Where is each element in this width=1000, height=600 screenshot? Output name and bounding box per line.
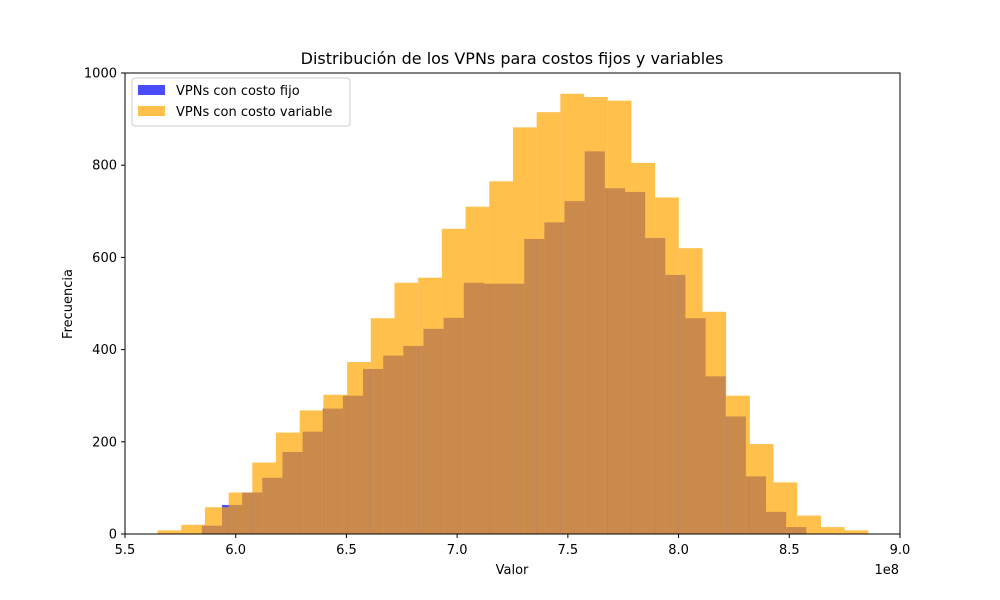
bar <box>536 112 561 534</box>
bar <box>370 318 395 534</box>
legend-box <box>131 77 351 127</box>
bar <box>726 395 750 534</box>
bar <box>584 96 608 535</box>
bar <box>299 410 324 534</box>
bar <box>181 524 205 534</box>
ticks-layer: 5.5 6.0 6.5 7.0 7.5 8.0 8.5 9.0 0 200 400 600 800 100… <box>84 67 910 559</box>
bars-layer <box>157 93 869 535</box>
bar <box>465 206 490 534</box>
bar <box>820 527 845 534</box>
bar <box>157 530 182 534</box>
y-tick-label: 400 <box>92 343 117 358</box>
legend-label-fixed: VPNs con costo fijo <box>176 84 300 99</box>
bar <box>631 162 656 534</box>
bar <box>702 311 727 534</box>
y-tick-label: 1000 <box>84 67 117 82</box>
bar <box>797 515 821 534</box>
bar <box>276 432 300 534</box>
legend-swatch-fixed <box>138 85 165 95</box>
legend-swatch-variable <box>138 106 165 116</box>
x-axis-title: Valor <box>496 563 529 578</box>
bar <box>512 127 537 534</box>
bar <box>655 197 679 534</box>
bar <box>323 394 348 534</box>
x-tick-label: 6.0 <box>225 543 246 558</box>
x-tick-label: 8.5 <box>779 543 800 558</box>
bar <box>204 507 229 534</box>
bar <box>252 462 277 534</box>
bar <box>678 248 703 534</box>
bar <box>418 277 442 534</box>
y-tick-label: 600 <box>92 251 117 266</box>
y-axis-title: Frecuencia <box>61 269 76 339</box>
bar <box>844 530 869 534</box>
plot-frame <box>124 72 901 535</box>
bar <box>607 100 632 534</box>
x-tick-label: 5.5 <box>115 543 136 558</box>
bar <box>441 228 466 534</box>
bar <box>394 282 419 534</box>
bar <box>228 492 253 534</box>
legend: VPNs con costo fijo VPNs con costo varia… <box>131 77 351 127</box>
bar <box>347 362 371 534</box>
x-axis-offset-label: 1e8 <box>874 563 899 578</box>
bar <box>489 181 513 534</box>
bar <box>773 482 798 534</box>
y-tick-label: 200 <box>92 435 117 450</box>
x-tick-label: 9.0 <box>890 543 911 558</box>
y-tick-label: 800 <box>92 159 117 174</box>
x-tick-label: 7.5 <box>558 543 579 558</box>
legend-label-variable: VPNs con costo variable <box>176 105 332 120</box>
series-1 <box>157 93 869 535</box>
bar <box>749 444 774 534</box>
bar <box>560 93 585 535</box>
chart-title: Distribución de los VPNs para costos fij… <box>301 49 724 68</box>
x-tick-label: 6.5 <box>336 543 357 558</box>
x-tick-label: 8.0 <box>668 543 689 558</box>
y-tick-label: 0 <box>109 528 117 543</box>
x-tick-label: 7.0 <box>447 543 468 558</box>
